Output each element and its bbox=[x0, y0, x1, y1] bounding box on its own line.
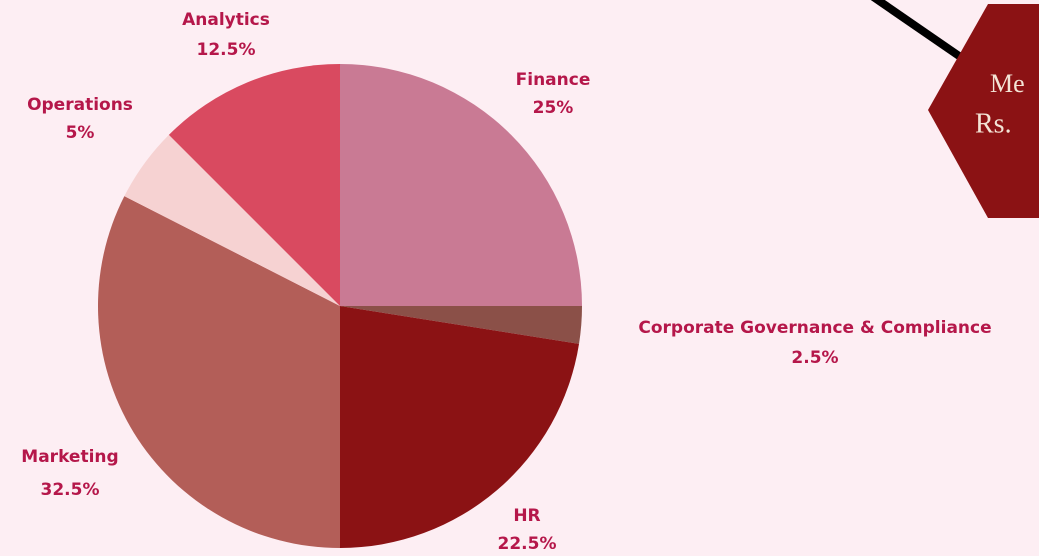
pie bbox=[98, 64, 582, 549]
slice-value: 22.5% bbox=[498, 534, 557, 554]
slice-name: Marketing bbox=[21, 447, 118, 467]
slice-value: 5% bbox=[66, 123, 95, 143]
slice-name: HR bbox=[513, 506, 540, 526]
pie-slice bbox=[340, 306, 580, 548]
hexagon-subtitle: Rs. bbox=[975, 108, 1012, 139]
slice-value: 2.5% bbox=[791, 348, 838, 368]
slice-value: 32.5% bbox=[41, 480, 100, 500]
pie-slice bbox=[340, 64, 582, 306]
slice-name: Corporate Governance & Compliance bbox=[638, 318, 991, 338]
hexagon-title: Me bbox=[990, 69, 1025, 98]
labels: Finance 25% Corporate Governance & Complia… bbox=[21, 10, 991, 554]
pie-slice bbox=[340, 306, 582, 344]
slice-value: 12.5% bbox=[197, 40, 256, 60]
connector-line bbox=[870, 0, 965, 62]
slice-value: 25% bbox=[533, 98, 574, 118]
slice-name: Finance bbox=[516, 70, 591, 90]
pie-slice bbox=[168, 64, 340, 306]
slice-name: Analytics bbox=[182, 10, 270, 30]
pie-slice bbox=[98, 196, 340, 549]
pie-slice bbox=[124, 134, 340, 306]
slice-name: Operations bbox=[27, 95, 133, 115]
hexagon bbox=[928, 4, 1039, 218]
